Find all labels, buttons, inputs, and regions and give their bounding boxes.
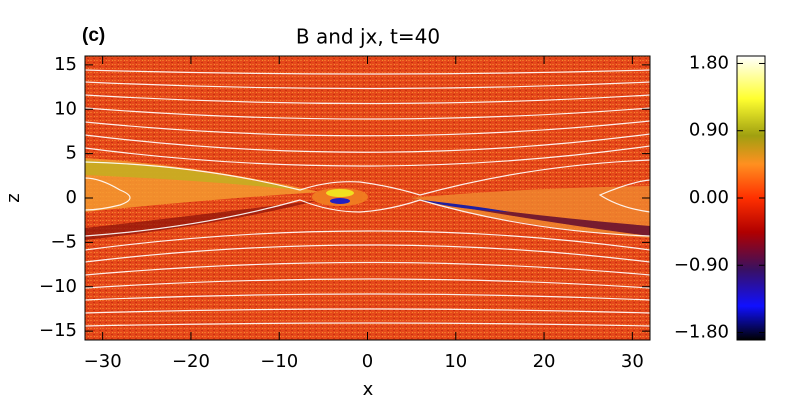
colorbar-tick-label: 0.90 [689,120,729,141]
colorbar-tick-label: 0.00 [689,187,729,208]
y-tick-label: 5 [66,143,77,164]
y-tick-label: −10 [39,276,77,297]
y-axis-label: z [3,193,24,202]
y-tick-label: 0 [66,187,77,208]
x-tick-label: 30 [621,351,644,372]
heatmap-image [85,56,650,340]
x-tick-label: −30 [84,351,122,372]
x-tick-label: −20 [172,351,210,372]
colorbar-tick-label: −1.80 [674,322,729,343]
x-tick-label: 10 [444,351,467,372]
x-axis-label: x [363,379,374,399]
x-tick-label: −10 [260,351,298,372]
x-tick-label: 20 [533,351,556,372]
y-tick-label: 10 [54,98,77,119]
panel-label: (c) [82,25,105,46]
y-tick-label: 15 [54,54,77,75]
y-tick-label: −15 [39,320,77,341]
chart-title: B and jx, t=40 [296,25,440,49]
colorbar-tick-label: −0.90 [674,254,729,275]
x-tick-label: 0 [362,351,373,372]
colorbar-tick-label: 1.80 [689,52,729,73]
y-tick-label: −5 [50,231,77,252]
